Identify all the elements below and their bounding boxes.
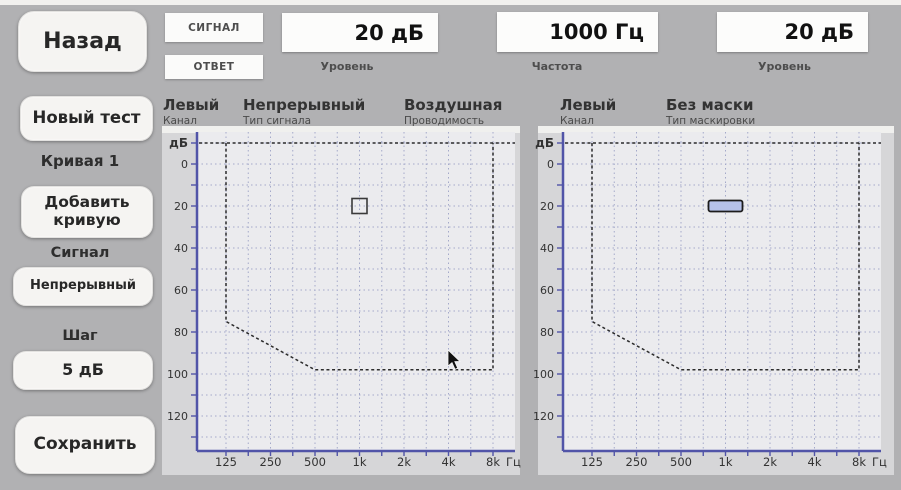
svg-text:20: 20	[174, 200, 188, 213]
new-test-button[interactable]: Новый тест	[20, 96, 153, 141]
frequency-readout-label: Частота	[531, 60, 583, 73]
curve-label: Кривая 1	[40, 152, 120, 170]
signal-type-label: Тип сигнала	[243, 115, 311, 127]
svg-text:120: 120	[167, 410, 188, 423]
svg-text:40: 40	[540, 242, 554, 255]
response-indicator: ОТВЕТ	[165, 55, 263, 79]
svg-text:1k: 1k	[719, 455, 733, 469]
svg-text:4k: 4k	[442, 455, 456, 469]
svg-text:120: 120	[533, 410, 554, 423]
frequency-readout: 1000 Гц	[497, 12, 658, 52]
level-readout-right: 20 дБ	[717, 12, 868, 52]
level-readout-right-label: Уровень	[758, 60, 811, 73]
save-button[interactable]: Сохранить	[15, 416, 155, 474]
left-chart-signal-header: Непрерывный Тип сигнала	[243, 96, 365, 127]
channel-label: Канал	[560, 115, 594, 127]
svg-text:80: 80	[540, 326, 554, 339]
svg-text:2k: 2k	[397, 455, 411, 469]
right-chart-channel-header: Левый Канал	[560, 96, 616, 127]
svg-text:125: 125	[581, 455, 603, 469]
left-chart-channel-header: Левый Канал	[163, 96, 219, 127]
signal-type-button[interactable]: Непрерывный	[13, 267, 153, 306]
svg-text:100: 100	[167, 368, 188, 381]
threshold-marker-selected[interactable]	[707, 199, 744, 213]
svg-text:0: 0	[181, 158, 188, 171]
step-heading: Шаг	[62, 328, 98, 344]
signal-type-value: Непрерывный	[243, 96, 366, 114]
svg-text:4k: 4k	[808, 455, 822, 469]
svg-text:125: 125	[215, 455, 237, 469]
svg-text:250: 250	[626, 455, 648, 469]
level-readout-left: 20 дБ	[282, 13, 438, 52]
left-chart-conduction-header: Воздушная Проводимость	[404, 96, 502, 127]
svg-text:8k: 8k	[486, 455, 500, 469]
mouse-cursor	[447, 349, 461, 370]
masking-label: Тип маскировки	[666, 115, 756, 127]
svg-text:500: 500	[304, 455, 326, 469]
svg-text:60: 60	[174, 284, 188, 297]
masking-value: Без маски	[666, 96, 754, 114]
svg-text:8k: 8k	[852, 455, 866, 469]
step-value-button[interactable]: 5 дБ	[13, 351, 153, 390]
svg-text:дБ: дБ	[535, 136, 554, 150]
right-chart-masking-header: Без маски Тип маскировки	[666, 96, 755, 127]
svg-text:дБ: дБ	[169, 136, 188, 150]
svg-text:40: 40	[174, 242, 188, 255]
svg-text:Гц: Гц	[506, 455, 521, 469]
signal-indicator: СИГНАЛ	[165, 13, 263, 42]
back-button[interactable]: Назад	[18, 11, 147, 72]
channel-label: Канал	[163, 115, 197, 127]
audiogram-right[interactable]: 0 20 40 60 80 100 120 дБ 125 250 500 1k 2k 4k 8k Гц	[526, 124, 898, 484]
channel-value: Левый	[163, 96, 220, 114]
conduction-value: Воздушная	[404, 96, 503, 114]
conduction-label: Проводимость	[404, 115, 485, 127]
add-curve-button[interactable]: Добавить кривую	[21, 186, 153, 238]
svg-text:2k: 2k	[763, 455, 777, 469]
screen-top-edge	[0, 0, 901, 5]
svg-text:Гц: Гц	[872, 455, 887, 469]
audiogram-left[interactable]: 0 20 40 60 80 100 120 дБ 125 250 500 1k 2k 4k 8k Гц	[160, 124, 528, 484]
svg-text:60: 60	[540, 284, 554, 297]
svg-text:1k: 1k	[353, 455, 367, 469]
signal-heading: Сигнал	[50, 245, 110, 261]
svg-text:250: 250	[260, 455, 282, 469]
level-readout-left-label: Уровень	[320, 60, 374, 73]
threshold-marker-open-square[interactable]	[351, 197, 368, 215]
svg-text:80: 80	[174, 326, 188, 339]
svg-text:0: 0	[547, 158, 554, 171]
channel-value: Левый	[560, 96, 617, 114]
svg-text:500: 500	[670, 455, 692, 469]
svg-text:100: 100	[533, 368, 554, 381]
svg-text:20: 20	[540, 200, 554, 213]
